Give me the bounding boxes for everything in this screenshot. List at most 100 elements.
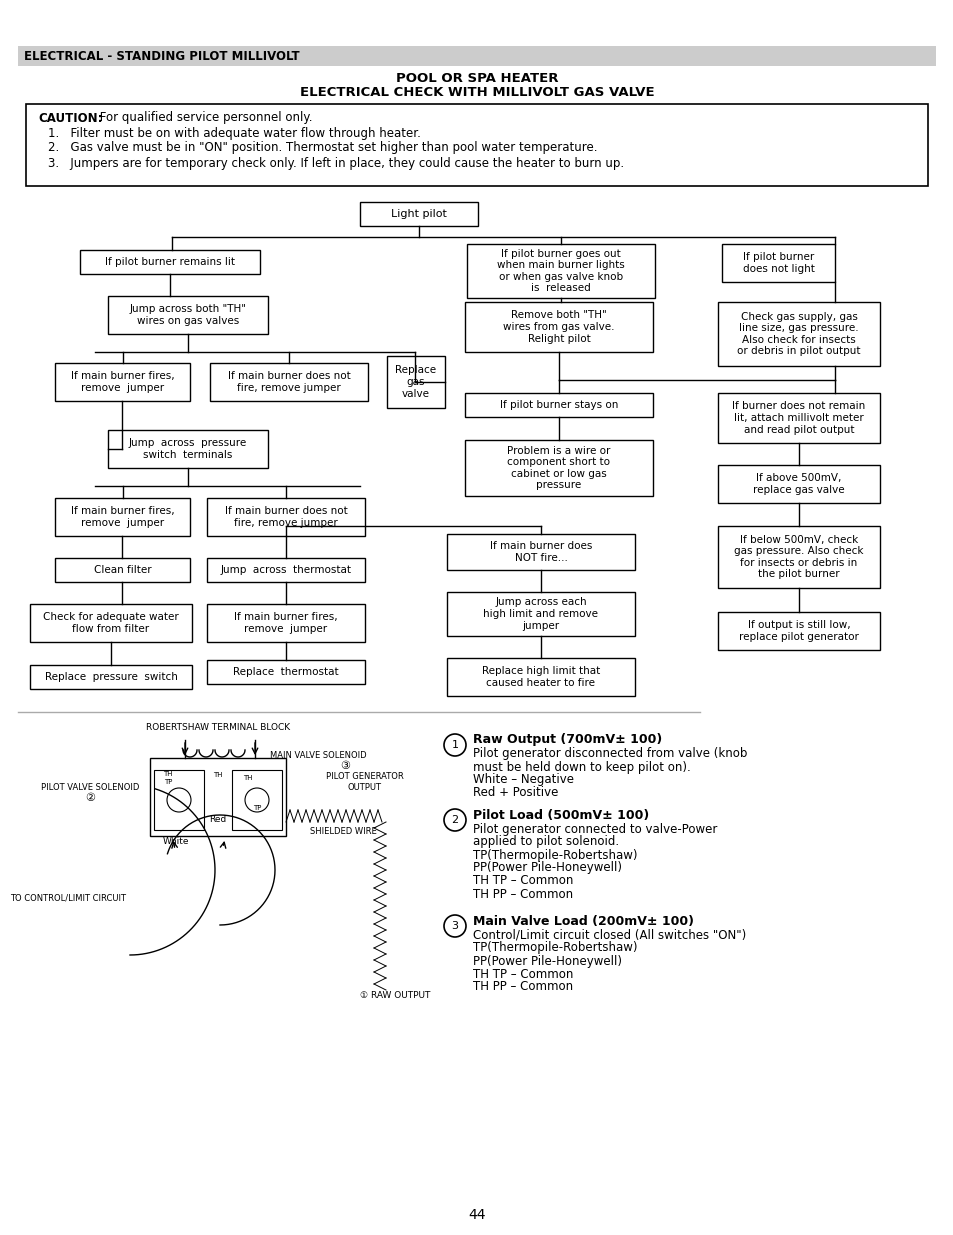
Text: 2: 2 (451, 815, 458, 825)
Text: If output is still low,
replace pilot generator: If output is still low, replace pilot ge… (739, 620, 858, 642)
Text: TP(Thermopile-Robertshaw): TP(Thermopile-Robertshaw) (473, 848, 637, 862)
Text: 3: 3 (451, 921, 458, 931)
Circle shape (443, 809, 465, 831)
Text: Main Valve Load (200mV± 100): Main Valve Load (200mV± 100) (473, 914, 693, 927)
Text: 3.   Jumpers are for temporary check only. If left in place, they could cause th: 3. Jumpers are for temporary check only.… (48, 157, 623, 169)
Text: ELECTRICAL CHECK WITH MILLIVOLT GAS VALVE: ELECTRICAL CHECK WITH MILLIVOLT GAS VALV… (299, 86, 654, 100)
Text: If main burner fires,
remove  jumper: If main burner fires, remove jumper (233, 613, 337, 634)
Circle shape (245, 788, 269, 811)
FancyBboxPatch shape (26, 104, 927, 186)
Text: TH: TH (213, 772, 222, 778)
Text: Remove both "TH"
wires from gas valve.
Relight pilot: Remove both "TH" wires from gas valve. R… (503, 310, 614, 343)
Text: If main burner fires,
remove  jumper: If main burner fires, remove jumper (71, 506, 174, 527)
Text: Jump across both "TH"
wires on gas valves: Jump across both "TH" wires on gas valve… (130, 304, 246, 326)
FancyBboxPatch shape (718, 613, 879, 650)
FancyBboxPatch shape (18, 46, 935, 65)
Text: TH TP – Common: TH TP – Common (473, 967, 573, 981)
Text: applied to pilot solenoid.: applied to pilot solenoid. (473, 836, 618, 848)
Text: 2.   Gas valve must be in "ON" position. Thermostat set higher than pool water t: 2. Gas valve must be in "ON" position. T… (48, 142, 597, 154)
Text: Red + Positive: Red + Positive (473, 787, 558, 799)
FancyBboxPatch shape (55, 363, 190, 401)
Text: ROBERTSHAW TERMINAL BLOCK: ROBERTSHAW TERMINAL BLOCK (146, 724, 290, 732)
Text: ① RAW OUTPUT: ① RAW OUTPUT (359, 990, 430, 999)
Text: Red: Red (209, 815, 227, 825)
FancyBboxPatch shape (718, 303, 879, 366)
FancyBboxPatch shape (387, 356, 444, 408)
FancyBboxPatch shape (55, 498, 190, 536)
Text: Check for adequate water
flow from filter: Check for adequate water flow from filte… (43, 613, 179, 634)
FancyBboxPatch shape (55, 558, 190, 582)
Text: 1: 1 (451, 740, 458, 750)
Text: Jump across each
high limit and remove
jumper: Jump across each high limit and remove j… (483, 598, 598, 631)
Text: Control/Limit circuit closed (All switches "ON"): Control/Limit circuit closed (All switch… (473, 929, 745, 941)
Text: Jump  across  pressure
switch  terminals: Jump across pressure switch terminals (129, 438, 247, 459)
Text: Replace high limit that
caused heater to fire: Replace high limit that caused heater to… (481, 666, 599, 688)
Text: Light pilot: Light pilot (391, 209, 446, 219)
Text: 1.   Filter must be on with adequate water flow through heater.: 1. Filter must be on with adequate water… (48, 126, 420, 140)
Text: CAUTION:: CAUTION: (38, 111, 102, 125)
FancyBboxPatch shape (718, 466, 879, 503)
Text: Pilot Load (500mV± 100): Pilot Load (500mV± 100) (473, 809, 649, 821)
Text: TH PP – Common: TH PP – Common (473, 888, 573, 900)
Text: If pilot burner goes out
when main burner lights
or when gas valve knob
is  rele: If pilot burner goes out when main burne… (497, 248, 624, 294)
FancyBboxPatch shape (464, 393, 652, 417)
Text: White: White (163, 837, 189, 846)
Text: POOL OR SPA HEATER: POOL OR SPA HEATER (395, 72, 558, 84)
FancyBboxPatch shape (359, 203, 477, 226)
FancyBboxPatch shape (718, 526, 879, 588)
Text: PP(Power Pile-Honeywell): PP(Power Pile-Honeywell) (473, 862, 621, 874)
Text: ③: ③ (339, 761, 350, 771)
FancyBboxPatch shape (207, 498, 365, 536)
Text: If below 500mV, check
gas pressure. Also check
for insects or debris in
the pilo: If below 500mV, check gas pressure. Also… (734, 535, 862, 579)
Text: If burner does not remain
lit, attach millivolt meter
and read pilot output: If burner does not remain lit, attach mi… (732, 401, 864, 435)
Text: Pilot generator disconnected from valve (knob: Pilot generator disconnected from valve … (473, 747, 746, 761)
Text: TH: TH (243, 776, 253, 781)
FancyBboxPatch shape (108, 296, 268, 333)
Text: ②: ② (85, 793, 95, 803)
Text: PP(Power Pile-Honeywell): PP(Power Pile-Honeywell) (473, 955, 621, 967)
FancyBboxPatch shape (207, 659, 365, 684)
FancyBboxPatch shape (108, 430, 268, 468)
Text: Check gas supply, gas
line size, gas pressure.
Also check for insects
or debris : Check gas supply, gas line size, gas pre… (737, 311, 860, 357)
FancyBboxPatch shape (232, 769, 282, 830)
Text: TH TP – Common: TH TP – Common (473, 874, 573, 888)
Text: PILOT GENERATOR
OUTPUT: PILOT GENERATOR OUTPUT (326, 772, 403, 792)
FancyBboxPatch shape (150, 758, 286, 836)
FancyBboxPatch shape (153, 769, 204, 830)
Text: If pilot burner
does not light: If pilot burner does not light (741, 252, 814, 274)
Text: TH PP – Common: TH PP – Common (473, 981, 573, 993)
FancyBboxPatch shape (464, 440, 652, 496)
Text: TO CONTROL/LIMIT CIRCUIT: TO CONTROL/LIMIT CIRCUIT (10, 893, 126, 903)
Text: TH
TP: TH TP (163, 772, 172, 784)
Circle shape (167, 788, 191, 811)
Text: For qualified service personnel only.: For qualified service personnel only. (96, 111, 313, 125)
Text: TP: TP (253, 805, 261, 811)
FancyBboxPatch shape (447, 592, 635, 636)
FancyBboxPatch shape (207, 558, 365, 582)
FancyBboxPatch shape (718, 393, 879, 443)
FancyBboxPatch shape (467, 245, 655, 298)
Text: If main burner fires,
remove  jumper: If main burner fires, remove jumper (71, 372, 174, 393)
Text: 44: 44 (468, 1208, 485, 1221)
Text: If pilot burner stays on: If pilot burner stays on (499, 400, 618, 410)
Text: Problem is a wire or
component short to
cabinet or low gas
pressure: Problem is a wire or component short to … (507, 446, 610, 490)
FancyBboxPatch shape (447, 534, 635, 571)
Text: Raw Output (700mV± 100): Raw Output (700mV± 100) (473, 734, 661, 746)
Text: PILOT VALVE SOLENOID: PILOT VALVE SOLENOID (41, 783, 139, 793)
Text: White – Negative: White – Negative (473, 773, 574, 787)
FancyBboxPatch shape (464, 303, 652, 352)
FancyBboxPatch shape (207, 604, 365, 642)
Text: must be held down to keep pilot on).: must be held down to keep pilot on). (473, 761, 690, 773)
Text: MAIN VALVE SOLENOID: MAIN VALVE SOLENOID (270, 752, 366, 761)
FancyBboxPatch shape (447, 658, 635, 697)
FancyBboxPatch shape (210, 363, 368, 401)
Text: If main burner does not
fire, remove jumper: If main burner does not fire, remove jum… (224, 506, 347, 527)
Circle shape (443, 915, 465, 937)
Text: Replace  pressure  switch: Replace pressure switch (45, 672, 177, 682)
FancyBboxPatch shape (721, 245, 834, 282)
Text: If main burner does
NOT fire...: If main burner does NOT fire... (489, 541, 592, 563)
Circle shape (443, 734, 465, 756)
Text: TP(Thermopile-Robertshaw): TP(Thermopile-Robertshaw) (473, 941, 637, 955)
Text: If pilot burner remains lit: If pilot burner remains lit (105, 257, 234, 267)
Text: Replace  thermostat: Replace thermostat (233, 667, 338, 677)
